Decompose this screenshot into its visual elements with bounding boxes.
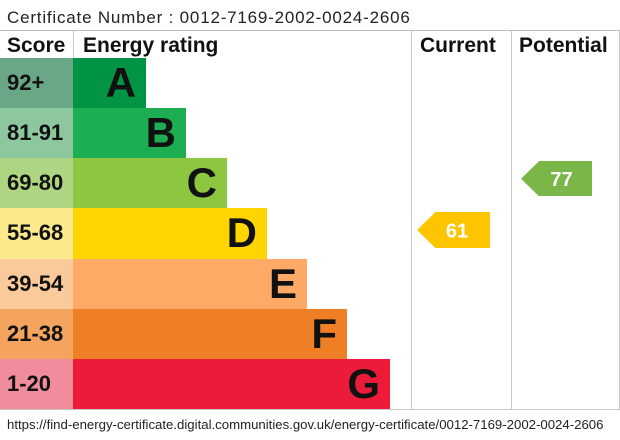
svg-text:77: 77: [550, 169, 572, 191]
svg-text:61: 61: [446, 220, 468, 242]
